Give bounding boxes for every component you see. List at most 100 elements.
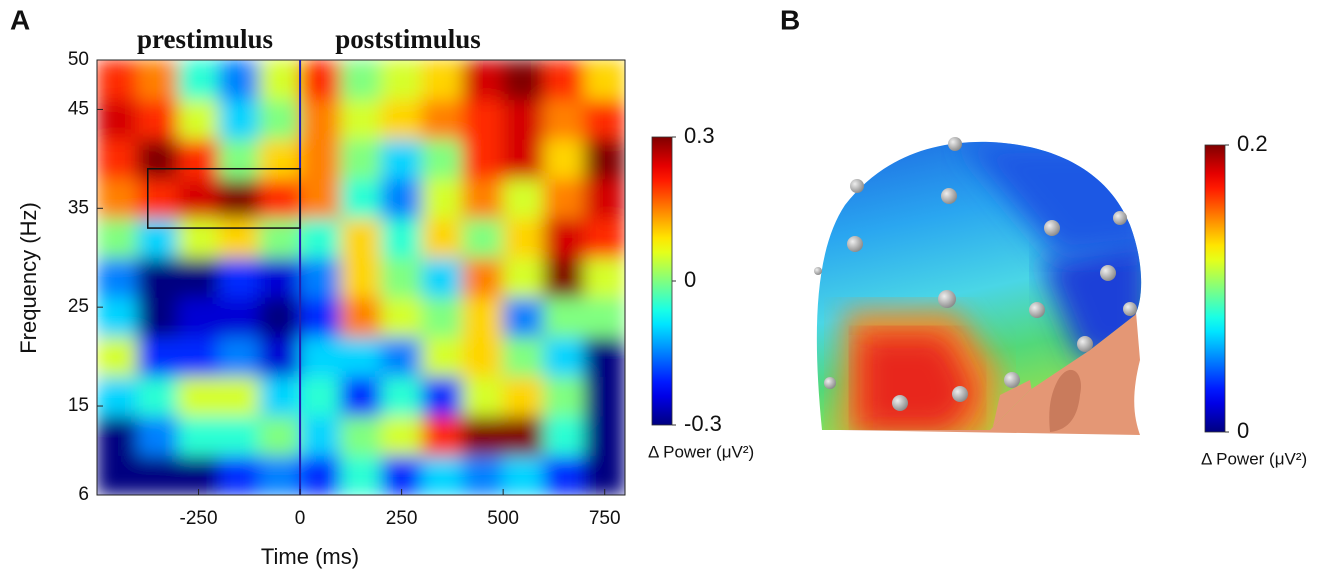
- y-tick-label: 35: [68, 197, 89, 218]
- heat-cell: [340, 336, 382, 377]
- heat-cell: [380, 138, 423, 180]
- roi-box: [147, 168, 301, 229]
- heat-cell: [502, 375, 545, 417]
- heat-cell: [137, 375, 179, 417]
- heat-cell: [462, 178, 504, 219]
- heat-cell: [97, 415, 139, 456]
- head-model: [814, 137, 1142, 435]
- heat-cell: [218, 257, 260, 298]
- heat-cell: [137, 415, 179, 456]
- heat-cell: [462, 296, 504, 338]
- heat-cell: [258, 217, 301, 259]
- heat-cell: [340, 60, 382, 101]
- colorbar: [651, 136, 673, 426]
- heat-cell: [502, 178, 545, 219]
- heat-cell: [177, 375, 220, 417]
- heat-cell: [462, 375, 504, 417]
- y-tick-label: 50: [68, 49, 89, 70]
- heat-cell: [97, 454, 139, 495]
- heat-cell: [299, 415, 342, 456]
- heat-cell: [177, 60, 220, 101]
- heat-cell: [299, 60, 342, 101]
- heat-cell: [218, 296, 260, 338]
- heat-cell: [137, 336, 179, 377]
- x-tick-label: 250: [386, 508, 418, 529]
- heat-cell: [543, 178, 585, 219]
- heat-cell: [502, 296, 545, 338]
- heat-cell: [543, 60, 585, 101]
- heatmap: [97, 60, 625, 495]
- heat-cell: [137, 217, 179, 259]
- heat-cell: [421, 99, 464, 140]
- panel-label: A: [10, 4, 30, 35]
- heat-cell: [380, 336, 423, 377]
- heat-cell: [462, 257, 504, 298]
- heat-cell: [299, 375, 342, 417]
- heat-cell: [502, 217, 545, 259]
- colorbar-tick-label: -0.3: [684, 411, 722, 436]
- x-axis-label: Time (ms): [261, 544, 359, 569]
- heat-cell: [137, 257, 179, 298]
- heat-cell: [97, 257, 139, 298]
- heat-cell: [380, 217, 423, 259]
- heat-cell: [543, 336, 585, 377]
- heat-cell: [462, 415, 504, 456]
- heat-cell: [218, 375, 260, 417]
- heat-cell: [502, 257, 545, 298]
- heat-cell: [137, 60, 179, 101]
- heat-cell: [583, 375, 625, 417]
- x-tick-label: 0: [295, 508, 306, 529]
- heat-cell: [177, 138, 220, 180]
- heat-cell: [543, 138, 585, 180]
- heat-cell: [583, 138, 625, 180]
- heat-cell: [97, 60, 139, 101]
- heat-cell: [340, 178, 382, 219]
- heat-cell: [218, 217, 260, 259]
- heat-cell: [380, 99, 423, 140]
- annotation: prestimulus: [137, 24, 273, 54]
- heat-cell: [543, 296, 585, 338]
- heat-cell: [380, 60, 423, 101]
- heat-cell: [340, 375, 382, 417]
- heat-cell: [340, 217, 382, 259]
- heat-cell: [137, 138, 179, 180]
- heat-cell: [258, 257, 301, 298]
- heat-cell: [421, 375, 464, 417]
- heat-cell: [583, 60, 625, 101]
- heat-cell: [502, 336, 545, 377]
- heat-cell: [258, 60, 301, 101]
- heat-cell: [258, 99, 301, 140]
- heat-cell: [340, 257, 382, 298]
- panel-label: B: [780, 4, 800, 35]
- heat-cell: [380, 257, 423, 298]
- heat-cell: [177, 454, 220, 495]
- heat-cell: [97, 99, 139, 140]
- heat-cell: [218, 138, 260, 180]
- heat-cell: [218, 454, 260, 495]
- heat-cell: [299, 257, 342, 298]
- heat-cell: [502, 415, 545, 456]
- heat-cell: [421, 336, 464, 377]
- heat-cell: [462, 336, 504, 377]
- heat-cell: [299, 454, 342, 495]
- heat-cell: [583, 178, 625, 219]
- heat-cell: [543, 375, 585, 417]
- heat-cell: [340, 99, 382, 140]
- heat-cell: [340, 454, 382, 495]
- colorbar-label: Δ Power (μV²): [1201, 449, 1307, 468]
- heat-cell: [583, 217, 625, 259]
- y-tick-label: 15: [68, 395, 89, 416]
- heat-cell: [299, 178, 342, 219]
- heat-cell: [97, 375, 139, 417]
- heat-cell: [462, 454, 504, 495]
- heat-cell: [299, 336, 342, 377]
- heat-cell: [421, 138, 464, 180]
- heat-cell: [258, 178, 301, 219]
- heat-cell: [340, 138, 382, 180]
- heat-cell: [299, 138, 342, 180]
- heat-cell: [583, 336, 625, 377]
- heat-cell: [583, 415, 625, 456]
- heat-cell: [421, 60, 464, 101]
- annotation: poststimulus: [335, 24, 481, 54]
- heat-cell: [299, 217, 342, 259]
